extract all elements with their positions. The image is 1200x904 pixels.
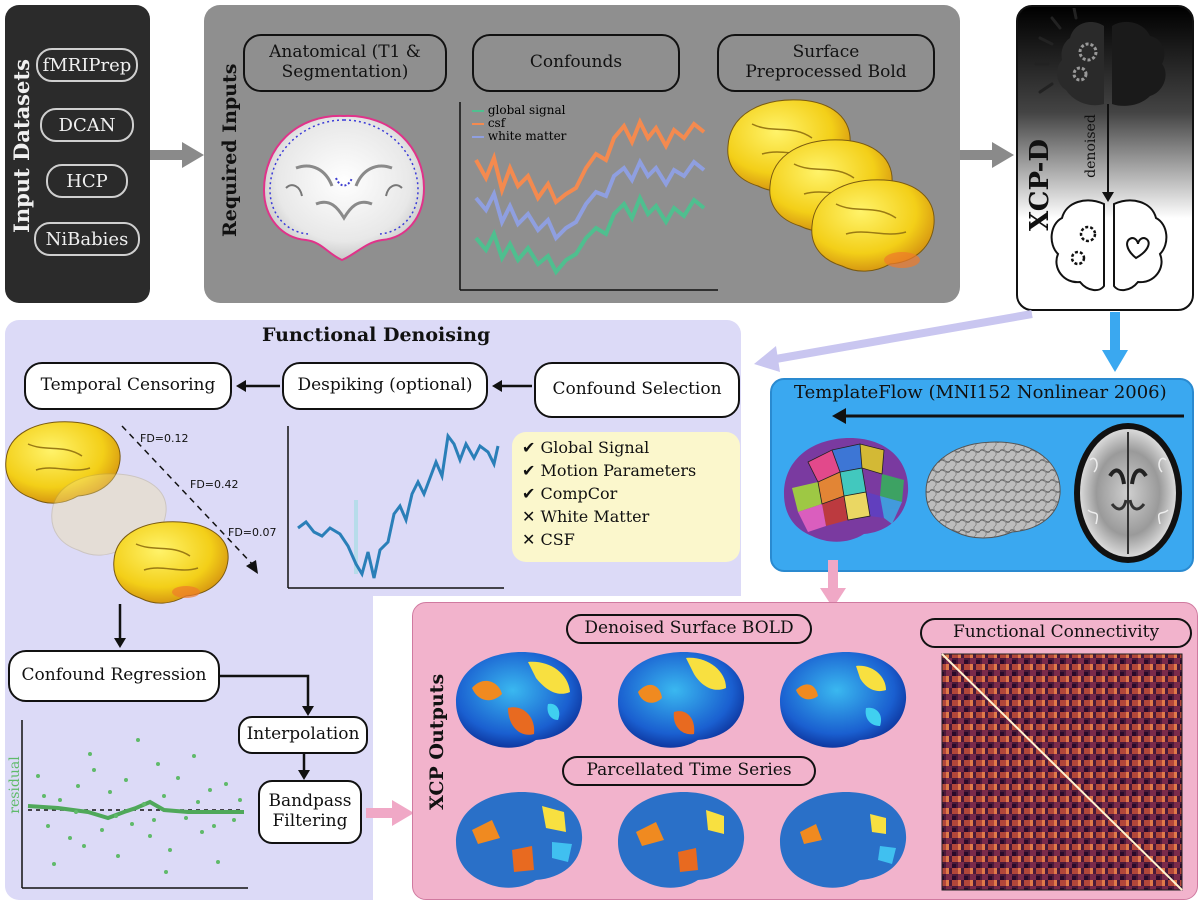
xcpd-brain-diagram: [1034, 8, 1168, 292]
denoised-brain-2: [618, 652, 745, 748]
surface-bold-brains: [727, 99, 935, 272]
arrow-xcpd-to-denoising: [754, 310, 1033, 372]
fd-value-2: FD=0.42: [190, 478, 239, 491]
denoised-surface-brains: [456, 652, 907, 748]
xcpd-title: XCP-D: [1025, 139, 1055, 231]
parcellated-brains: [456, 792, 907, 888]
fd-value-1: FD=0.12: [140, 432, 189, 445]
legend-item-white-matter: white matter: [472, 130, 566, 143]
arrow-regression-to-interpolation: [220, 674, 314, 716]
surface-bold-label: Surface Preprocessed Bold: [717, 34, 935, 92]
interpolation-box: Interpolation: [238, 716, 368, 754]
confounds-label: Confounds: [472, 34, 680, 92]
arrow-censoring-to-regression: [114, 604, 126, 648]
residual-scatter-plot: [21, 720, 248, 889]
arrow-selection-to-despiking: [492, 380, 532, 392]
confound-regression-box: Confound Regression: [8, 650, 220, 702]
arrow-despiking-to-censoring: [236, 380, 280, 392]
arrow-xcpd-to-templateflow: [1102, 312, 1128, 372]
confound-item-global-signal: ✔ Global Signal: [522, 438, 650, 457]
input-datasets-title: Input Datasets: [9, 59, 34, 233]
censoring-brains: [5, 421, 258, 604]
surface-brain-3: [811, 179, 935, 272]
arrow-templateflow-to-outputs: [820, 560, 846, 608]
parcellated-brain-1: [456, 792, 583, 888]
legend-item-global-signal: global signal: [472, 104, 566, 117]
confound-item-white-matter: ✕ White Matter: [522, 507, 650, 526]
legend-item-csf: csf: [472, 117, 566, 130]
fd-value-3: FD=0.07: [228, 526, 277, 539]
axial-t1-brain: [1074, 423, 1182, 563]
denoised-brain-3: [780, 652, 907, 748]
confound-list: ✔ Global Signal ✔ Motion Parameters ✔ Co…: [522, 436, 696, 551]
residual-axis-label: residual: [7, 756, 23, 814]
functional-connectivity-label: Functional Connectivity: [920, 618, 1192, 648]
input-item-nibabies: NiBabies: [34, 222, 140, 256]
functional-denoising-title: Functional Denoising: [262, 324, 491, 346]
temporal-censoring-box: Temporal Censoring: [24, 362, 232, 410]
denoised-brain-1: [456, 652, 583, 748]
arrow-bandpass-to-outputs: [366, 800, 414, 826]
confounds-timeseries-chart: [459, 102, 718, 291]
parcellated-time-series-label: Parcellated Time Series: [562, 756, 816, 786]
parcellated-brain-2: [618, 792, 745, 888]
confound-list-box: [512, 432, 740, 562]
censor-brain-3: [113, 521, 229, 604]
confounds-legend: global signal csf white matter: [472, 104, 566, 143]
parcellated-brain-3: [780, 792, 907, 888]
input-item-dcan: DCAN: [40, 108, 134, 142]
arrow-templateflow-right-to-left: [832, 408, 1184, 424]
atlas-parcellation-brain: [784, 438, 909, 542]
arrow-required-to-xcpd: [960, 142, 1014, 168]
anatomical-label: Anatomical (T1 & Segmentation): [243, 34, 447, 92]
arrow-interpolation-to-bandpass: [298, 754, 310, 780]
input-item-hcp: HCP: [46, 164, 128, 198]
confound-item-compcor: ✔ CompCor: [522, 484, 618, 503]
bandpass-filtering-box: Bandpass Filtering: [258, 780, 362, 844]
confound-selection-box: Confound Selection: [534, 362, 740, 418]
xcp-outputs-title: XCP Outputs: [426, 673, 448, 810]
despiking-chart: [287, 426, 504, 589]
required-inputs-title: Required Inputs: [219, 63, 241, 237]
input-item-fmriprep: fMRIPrep: [36, 48, 138, 82]
despiking-box: Despiking (optional): [282, 362, 488, 410]
gray-surface-brain: [925, 441, 1061, 539]
connectivity-matrix: [941, 653, 1183, 891]
coronal-brain-image: [262, 114, 426, 262]
confound-item-motion: ✔ Motion Parameters: [522, 461, 697, 480]
censor-brain-1: [5, 421, 121, 504]
confound-item-csf: ✕ CSF: [522, 530, 575, 549]
xcpd-denoised-label: denoised: [1083, 114, 1099, 178]
templateflow-title: TemplateFlow (MNI152 Nonlinear 2006): [794, 382, 1167, 403]
denoised-surface-bold-label: Denoised Surface BOLD: [566, 614, 812, 644]
arrow-inputs-to-required: [150, 142, 204, 168]
